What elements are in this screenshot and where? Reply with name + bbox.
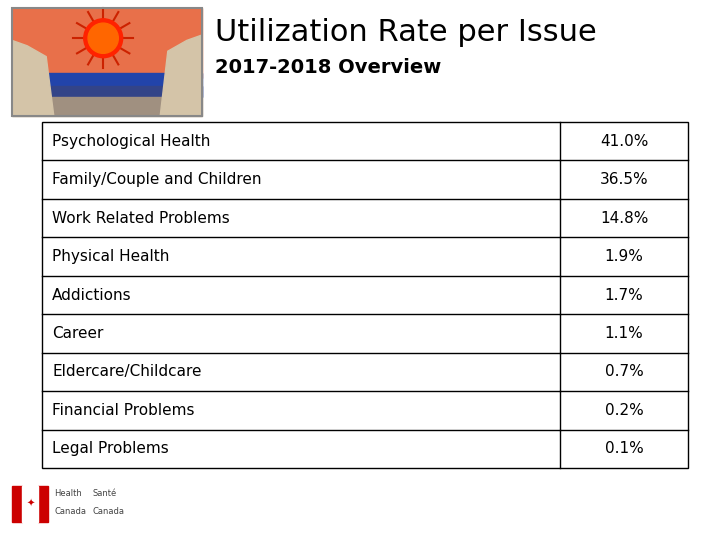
Text: 1.7%: 1.7% — [605, 287, 644, 302]
Bar — [42, 122, 688, 468]
Bar — [12, 8, 202, 116]
Text: Utilization Rate per Issue: Utilization Rate per Issue — [215, 18, 597, 47]
Text: Health: Health — [55, 489, 82, 498]
Bar — [22, 486, 38, 522]
Text: Legal Problems: Legal Problems — [52, 441, 168, 456]
Bar — [12, 86, 202, 97]
Text: 41.0%: 41.0% — [600, 134, 648, 148]
Bar — [12, 8, 202, 78]
Text: Financial Problems: Financial Problems — [52, 403, 194, 418]
Polygon shape — [161, 35, 202, 116]
Circle shape — [88, 23, 118, 53]
Text: 36.5%: 36.5% — [600, 172, 648, 187]
Text: Physical Health: Physical Health — [52, 249, 169, 264]
Text: 14.8%: 14.8% — [600, 211, 648, 226]
Text: 0.7%: 0.7% — [605, 364, 644, 380]
Text: Work Related Problems: Work Related Problems — [52, 211, 230, 226]
Bar — [12, 486, 22, 522]
Text: Addictions: Addictions — [52, 287, 132, 302]
Text: Canada: Canada — [55, 507, 86, 516]
Text: Canada: Canada — [92, 507, 125, 516]
Bar — [12, 8, 202, 116]
Text: Career: Career — [52, 326, 104, 341]
Text: 1.1%: 1.1% — [605, 326, 644, 341]
Text: Eldercare/Childcare: Eldercare/Childcare — [52, 364, 202, 380]
Text: 1.9%: 1.9% — [605, 249, 644, 264]
Polygon shape — [12, 40, 54, 116]
Text: ✦: ✦ — [26, 499, 35, 509]
Text: Santé: Santé — [92, 489, 117, 498]
Text: 0.2%: 0.2% — [605, 403, 644, 418]
Bar — [12, 73, 202, 97]
Text: Psychological Health: Psychological Health — [52, 134, 210, 148]
Circle shape — [84, 19, 122, 58]
Text: 0.1%: 0.1% — [605, 441, 644, 456]
Text: Family/Couple and Children: Family/Couple and Children — [52, 172, 261, 187]
Bar — [12, 97, 202, 116]
Bar — [38, 486, 48, 522]
Text: 2017-2018 Overview: 2017-2018 Overview — [215, 58, 441, 77]
